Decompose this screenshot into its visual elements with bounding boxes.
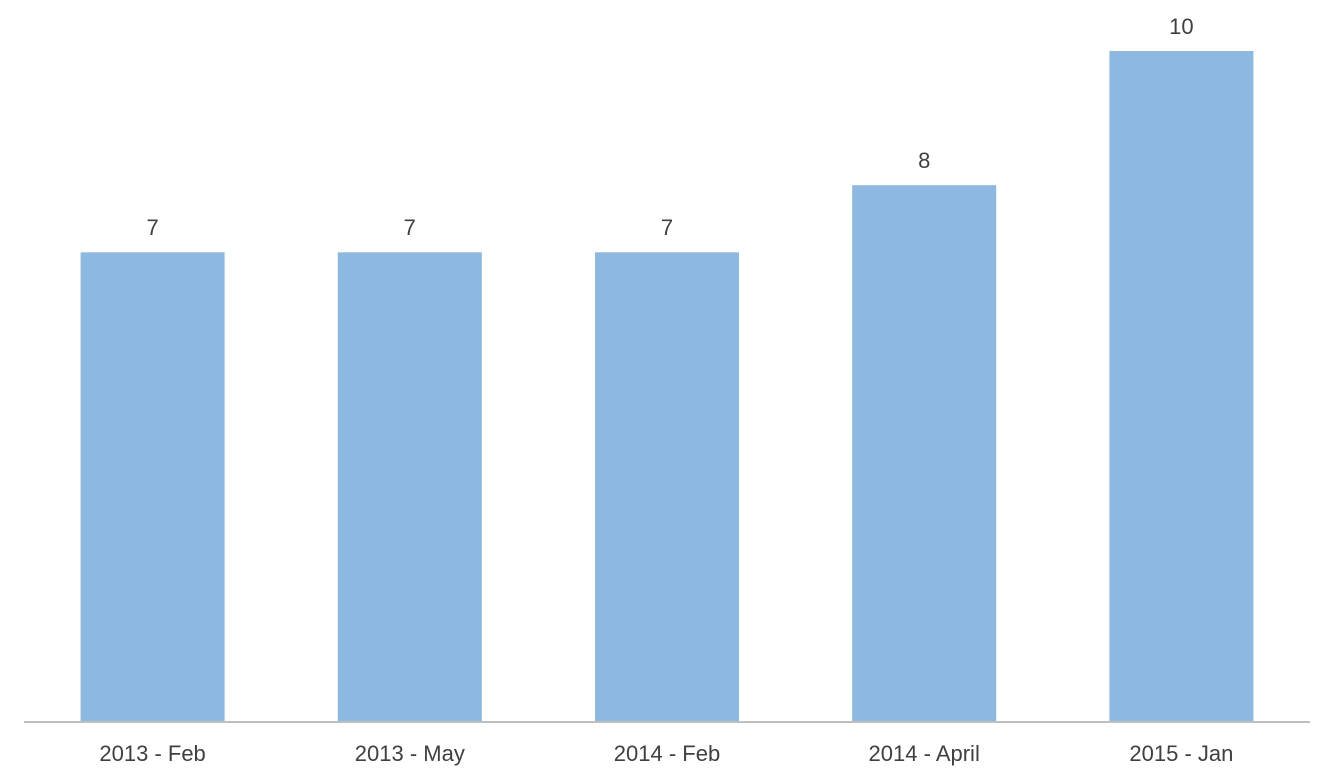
data-label: 10	[1169, 14, 1193, 39]
x-tick-label: 2014 - Feb	[614, 741, 720, 766]
data-label: 7	[661, 215, 673, 240]
bar	[594, 252, 740, 723]
bar	[337, 252, 482, 723]
data-label: 7	[146, 215, 158, 240]
x-tick-label: 2015 - Jan	[1129, 741, 1233, 766]
bar	[852, 185, 997, 722]
bar	[80, 252, 225, 723]
data-label: 8	[918, 148, 930, 173]
x-tick-label: 2014 - April	[869, 741, 980, 766]
x-tick-label: 2013 - Feb	[99, 741, 205, 766]
bar	[1109, 51, 1254, 722]
x-tick-label: 2013 - May	[355, 741, 465, 766]
data-label: 7	[404, 215, 416, 240]
